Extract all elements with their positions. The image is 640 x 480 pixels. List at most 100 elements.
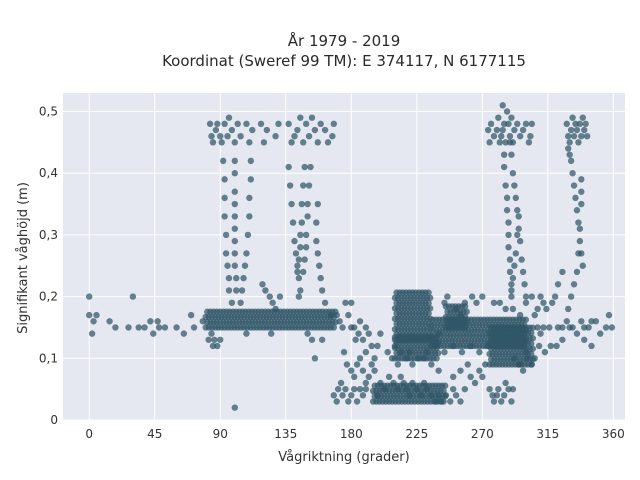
data-point xyxy=(330,324,338,331)
data-point xyxy=(350,385,358,393)
data-point xyxy=(506,268,514,276)
data-point xyxy=(605,311,613,319)
data-point xyxy=(566,139,573,146)
data-point xyxy=(339,324,346,331)
data-point xyxy=(288,200,295,208)
data-point xyxy=(515,213,522,220)
data-point xyxy=(573,268,581,276)
data-point xyxy=(486,139,493,146)
data-point xyxy=(302,231,310,239)
data-point xyxy=(559,324,566,331)
data-point xyxy=(362,324,370,331)
data-point xyxy=(356,355,364,362)
data-point xyxy=(576,120,584,128)
data-point xyxy=(316,262,323,269)
data-point xyxy=(231,213,239,220)
data-point xyxy=(291,237,298,245)
data-point xyxy=(503,194,511,202)
data-point xyxy=(257,120,265,128)
data-point xyxy=(575,250,582,257)
data-point xyxy=(368,361,375,368)
data-point xyxy=(565,132,572,140)
data-point xyxy=(490,299,498,306)
data-point xyxy=(515,225,522,232)
data-point xyxy=(519,126,527,134)
data-point xyxy=(500,151,508,158)
data-point xyxy=(88,330,96,337)
data-point xyxy=(476,348,483,356)
data-point xyxy=(359,336,367,343)
data-point xyxy=(106,318,113,325)
x-axis-label: Vågriktning (grader) xyxy=(278,450,409,465)
data-point xyxy=(508,151,515,158)
data-point xyxy=(435,349,442,357)
data-point xyxy=(468,293,476,300)
data-point xyxy=(461,303,469,310)
data-point xyxy=(206,120,214,128)
data-point xyxy=(461,324,469,331)
data-point xyxy=(514,207,521,214)
data-point xyxy=(578,200,585,208)
data-point xyxy=(222,231,230,239)
data-point xyxy=(368,342,375,350)
data-point xyxy=(467,373,474,381)
data-point xyxy=(578,132,585,140)
data-point xyxy=(249,126,256,134)
data-point xyxy=(285,163,292,171)
data-point xyxy=(217,132,224,140)
data-point xyxy=(308,114,316,121)
x-tick-label: 180 xyxy=(340,427,363,441)
data-point xyxy=(516,237,524,245)
data-point xyxy=(509,170,517,177)
data-point xyxy=(505,231,512,239)
data-point xyxy=(502,182,509,189)
data-point xyxy=(547,342,554,350)
data-point xyxy=(340,348,348,356)
data-point xyxy=(490,132,498,140)
data-point xyxy=(540,299,547,306)
x-axis-ticks: 0 45 90 135 180 225 270 315 360 xyxy=(85,427,624,441)
data-point xyxy=(570,182,578,189)
data-point xyxy=(190,324,198,331)
data-point xyxy=(135,324,142,331)
data-point xyxy=(529,345,537,352)
data-point xyxy=(479,293,486,300)
data-point xyxy=(541,348,549,356)
data-point xyxy=(512,250,520,257)
data-point xyxy=(214,120,221,128)
data-point xyxy=(311,126,319,134)
y-tick-label: 0,4 xyxy=(39,166,58,180)
x-tick-label: 135 xyxy=(274,427,297,441)
data-point xyxy=(575,139,582,146)
data-point xyxy=(549,299,556,306)
y-axis-ticks: 0 0,1 0,2 0,3 0,4 0,5 xyxy=(39,105,58,427)
data-point xyxy=(433,334,440,341)
data-point xyxy=(292,250,300,257)
y-tick-label: 0 xyxy=(50,413,58,427)
y-tick-label: 0,3 xyxy=(39,228,58,242)
data-point xyxy=(231,157,239,165)
data-point xyxy=(300,139,307,146)
data-point xyxy=(243,250,250,257)
data-point xyxy=(428,361,435,368)
data-point xyxy=(224,262,231,269)
data-point xyxy=(246,194,253,202)
data-point xyxy=(262,287,269,294)
data-point xyxy=(377,330,384,337)
data-point xyxy=(246,213,253,220)
data-point xyxy=(86,293,93,300)
data-point xyxy=(301,256,308,263)
data-point xyxy=(522,299,530,306)
data-point xyxy=(576,225,584,232)
data-point xyxy=(86,311,93,319)
data-point xyxy=(461,313,469,321)
data-point xyxy=(518,256,525,263)
data-point xyxy=(511,182,518,189)
data-point xyxy=(275,120,282,128)
data-point xyxy=(269,299,276,306)
data-point xyxy=(572,194,579,202)
data-point xyxy=(531,311,538,319)
data-point xyxy=(484,126,492,134)
data-point xyxy=(441,382,449,389)
data-point xyxy=(565,305,572,313)
